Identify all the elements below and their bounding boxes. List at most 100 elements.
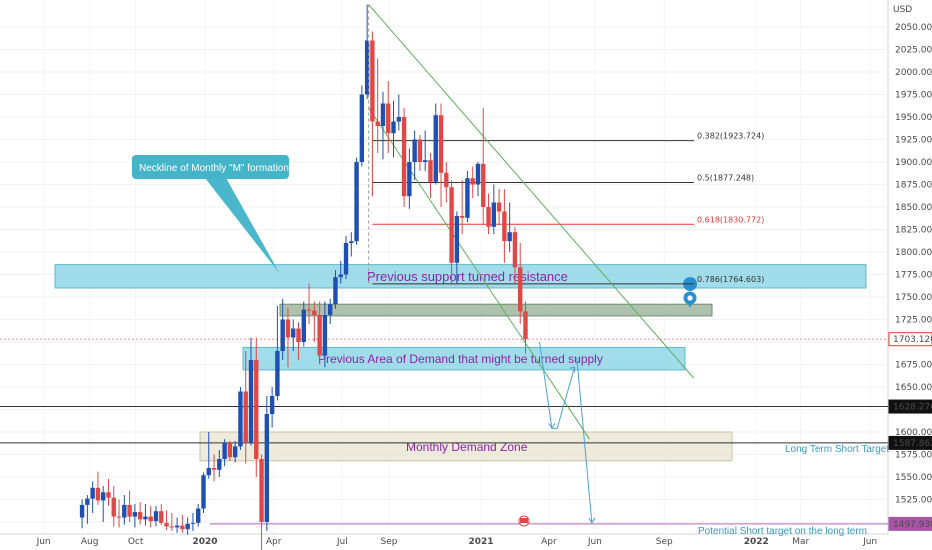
candle[interactable] [317, 301, 322, 365]
candle[interactable] [148, 505, 153, 528]
candle-body[interactable] [185, 523, 190, 530]
candle[interactable] [412, 130, 417, 181]
candle[interactable] [291, 319, 296, 352]
candle[interactable] [312, 301, 317, 343]
candle[interactable] [486, 193, 491, 235]
candle[interactable] [333, 270, 338, 309]
candle-body[interactable] [518, 267, 523, 312]
candle-body[interactable] [512, 232, 518, 268]
candle[interactable] [306, 283, 312, 325]
candle[interactable] [375, 58, 380, 154]
candle[interactable] [238, 387, 243, 450]
candle[interactable] [196, 504, 201, 527]
candle-body[interactable] [386, 103, 391, 134]
candle[interactable] [232, 441, 238, 463]
candle-body[interactable] [502, 211, 507, 242]
candle[interactable] [401, 108, 407, 207]
candle-body[interactable] [317, 315, 322, 356]
candle[interactable] [95, 471, 101, 505]
candle[interactable] [354, 157, 359, 245]
candle-body[interactable] [211, 468, 217, 470]
candle[interactable] [137, 502, 143, 525]
candle[interactable] [227, 441, 233, 461]
price-tag-box[interactable] [888, 516, 932, 531]
candle[interactable] [370, 31, 375, 197]
candle[interactable] [322, 301, 328, 368]
candle[interactable] [264, 396, 270, 531]
candle-body[interactable] [275, 351, 280, 396]
candle[interactable] [359, 85, 365, 167]
candle[interactable] [180, 514, 185, 533]
candle[interactable] [338, 261, 343, 284]
candle-body[interactable] [217, 459, 222, 470]
candle[interactable] [222, 439, 227, 467]
candle[interactable] [343, 235, 349, 279]
candle[interactable] [143, 504, 148, 526]
candle-body[interactable] [143, 516, 148, 520]
candle[interactable] [465, 171, 470, 223]
candle[interactable] [396, 94, 402, 131]
candle[interactable] [106, 478, 111, 506]
candle-body[interactable] [422, 160, 428, 162]
candle[interactable] [185, 517, 190, 535]
candle-body[interactable] [259, 459, 264, 522]
candle-body[interactable] [132, 512, 138, 517]
candle[interactable] [459, 180, 465, 234]
candle[interactable] [349, 232, 354, 257]
candle-body[interactable] [396, 117, 402, 122]
candle[interactable] [481, 108, 486, 225]
candle-body[interactable] [338, 274, 343, 278]
candle-body[interactable] [417, 139, 423, 163]
candle-body[interactable] [79, 504, 85, 518]
candle-body[interactable] [523, 311, 528, 340]
candle[interactable] [153, 505, 159, 527]
candle[interactable] [422, 130, 428, 172]
candle[interactable] [85, 495, 90, 524]
candle[interactable] [122, 495, 127, 525]
candle-body[interactable] [148, 516, 153, 522]
candle[interactable] [259, 454, 264, 550]
candle[interactable] [206, 432, 211, 479]
candle-body[interactable] [222, 442, 227, 459]
candle[interactable] [248, 337, 254, 446]
candle-body[interactable] [412, 139, 417, 163]
candle-body[interactable] [164, 522, 169, 527]
candle-body[interactable] [327, 304, 333, 315]
candle[interactable] [386, 81, 391, 153]
time-axis[interactable]: Jun Aug Oct 2020 Apr Jul Sep 2021 Apr Jun Sep 2022 M… [36, 537, 878, 547]
candle[interactable] [428, 153, 433, 198]
candle-body[interactable] [90, 487, 95, 499]
candle-body[interactable] [481, 163, 486, 207]
candle[interactable] [211, 454, 217, 482]
candle-body[interactable] [391, 121, 396, 134]
candle-body[interactable] [201, 475, 206, 509]
candle[interactable] [433, 103, 438, 185]
candle-body[interactable] [169, 526, 175, 528]
candle-body[interactable] [111, 497, 116, 517]
candle[interactable] [301, 301, 306, 347]
candle[interactable] [518, 243, 523, 324]
candle[interactable] [164, 510, 169, 531]
candle-body[interactable] [433, 115, 438, 182]
candle-body[interactable] [491, 202, 497, 227]
candle-body[interactable] [454, 216, 460, 263]
candle-body[interactable] [359, 94, 365, 163]
candle-body[interactable] [291, 328, 296, 338]
candle-body[interactable] [238, 391, 243, 447]
candle-body[interactable] [254, 360, 259, 459]
candle[interactable] [275, 306, 280, 401]
candle-body[interactable] [137, 512, 143, 520]
candle-body[interactable] [470, 178, 475, 185]
candle[interactable] [217, 450, 222, 477]
candle[interactable] [127, 490, 132, 523]
candle-body[interactable] [312, 310, 317, 316]
candle[interactable] [116, 499, 122, 528]
candle-body[interactable] [280, 319, 285, 352]
candle-body[interactable] [475, 163, 481, 185]
candle[interactable] [285, 307, 291, 368]
candle-body[interactable] [264, 414, 270, 522]
candle-body[interactable] [122, 504, 127, 518]
candle-body[interactable] [285, 319, 291, 338]
candle-body[interactable] [85, 498, 90, 505]
candle-body[interactable] [106, 492, 111, 498]
